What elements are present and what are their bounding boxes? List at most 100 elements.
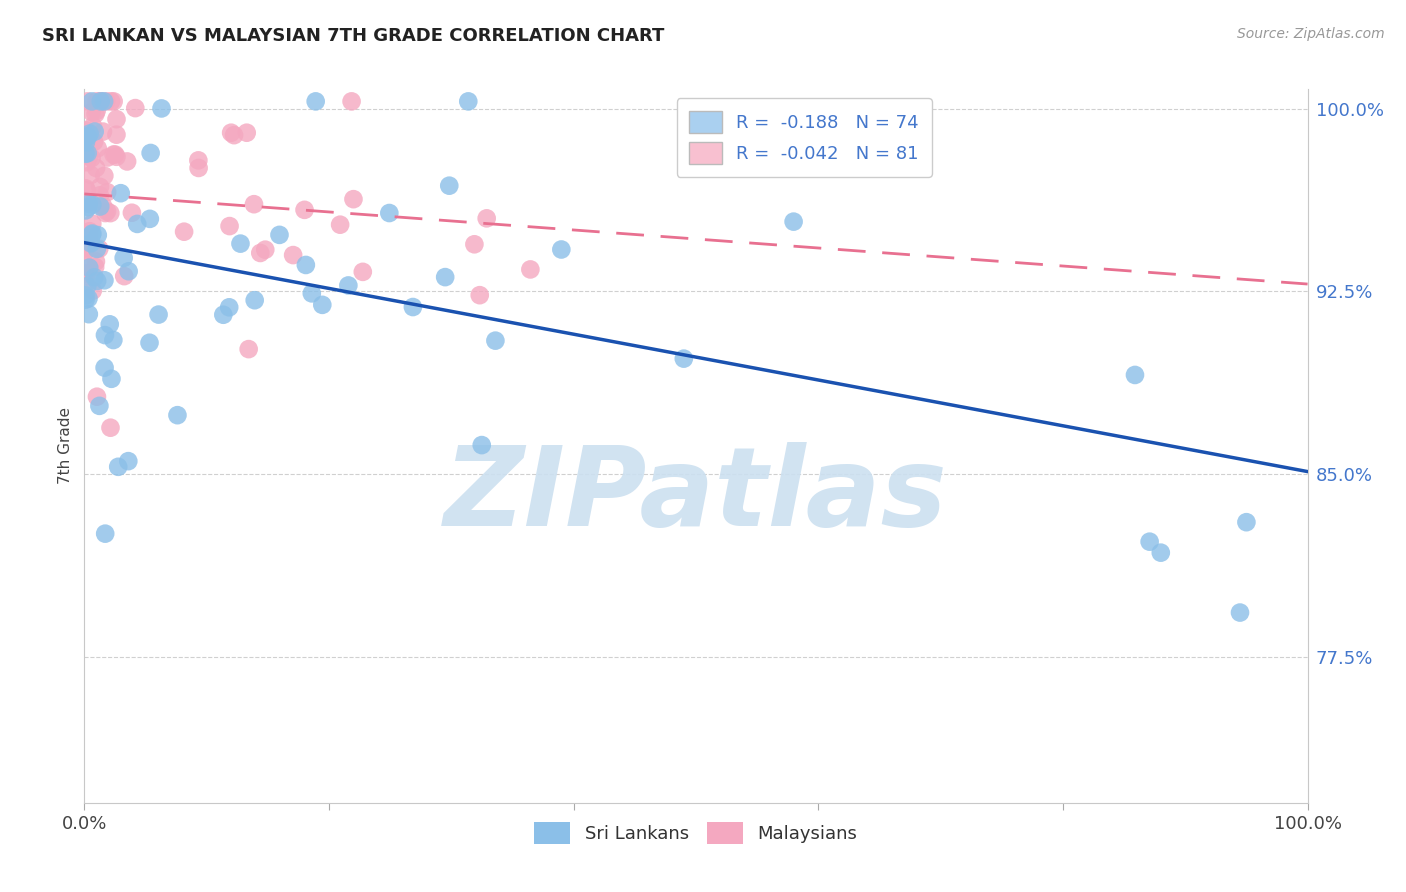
Point bbox=[83, 270, 105, 285]
Point bbox=[82, 217, 104, 231]
Legend: Sri Lankans, Malaysians: Sri Lankans, Malaysians bbox=[527, 814, 865, 851]
Point bbox=[107, 459, 129, 474]
Point bbox=[75, 244, 97, 258]
Point bbox=[218, 301, 240, 315]
Point bbox=[295, 258, 318, 272]
Point bbox=[89, 242, 111, 256]
Point bbox=[124, 101, 146, 115]
Y-axis label: 7th Grade: 7th Grade bbox=[58, 408, 73, 484]
Point bbox=[96, 204, 118, 219]
Point bbox=[294, 202, 316, 217]
Point bbox=[75, 266, 97, 280]
Point bbox=[75, 240, 97, 254]
Point bbox=[82, 119, 104, 133]
Point bbox=[80, 236, 103, 251]
Point bbox=[84, 254, 107, 268]
Point bbox=[77, 197, 100, 211]
Point bbox=[219, 126, 242, 140]
Point bbox=[89, 95, 111, 109]
Point bbox=[1123, 368, 1146, 382]
Point bbox=[115, 154, 138, 169]
Point bbox=[138, 335, 160, 350]
Point bbox=[103, 147, 125, 161]
Point bbox=[89, 180, 111, 194]
Point bbox=[235, 126, 257, 140]
Point bbox=[148, 308, 170, 322]
Point bbox=[93, 273, 115, 287]
Text: Source: ZipAtlas.com: Source: ZipAtlas.com bbox=[1237, 27, 1385, 41]
Point bbox=[94, 526, 117, 541]
Point bbox=[187, 153, 209, 168]
Point bbox=[76, 129, 98, 144]
Point bbox=[249, 246, 271, 260]
Point bbox=[187, 161, 209, 175]
Point bbox=[91, 199, 114, 213]
Point bbox=[782, 214, 804, 228]
Point bbox=[105, 112, 128, 127]
Point bbox=[139, 211, 162, 226]
Point bbox=[463, 237, 485, 252]
Point bbox=[76, 95, 98, 109]
Point bbox=[93, 169, 115, 183]
Point bbox=[1139, 534, 1161, 549]
Point bbox=[222, 128, 245, 143]
Point bbox=[75, 293, 97, 307]
Point bbox=[76, 146, 98, 161]
Point bbox=[104, 147, 127, 161]
Text: ZIPatlas: ZIPatlas bbox=[444, 442, 948, 549]
Point bbox=[79, 224, 101, 238]
Point bbox=[468, 288, 491, 302]
Point bbox=[103, 95, 125, 109]
Point bbox=[80, 95, 103, 109]
Point bbox=[75, 288, 97, 302]
Point bbox=[90, 95, 112, 109]
Point bbox=[402, 300, 425, 314]
Point bbox=[89, 199, 111, 213]
Point bbox=[86, 390, 108, 404]
Point bbox=[139, 145, 162, 160]
Point bbox=[103, 333, 125, 347]
Point bbox=[121, 206, 143, 220]
Point bbox=[77, 149, 100, 163]
Point bbox=[76, 183, 98, 197]
Point bbox=[378, 206, 401, 220]
Point bbox=[75, 241, 97, 255]
Point bbox=[80, 168, 103, 182]
Point bbox=[105, 150, 128, 164]
Point bbox=[112, 269, 135, 284]
Point bbox=[117, 454, 139, 468]
Point bbox=[79, 127, 101, 141]
Point bbox=[519, 262, 541, 277]
Point bbox=[84, 107, 107, 121]
Point bbox=[80, 105, 103, 120]
Point bbox=[86, 103, 108, 118]
Point bbox=[77, 307, 100, 321]
Point bbox=[457, 95, 479, 109]
Point bbox=[76, 235, 98, 250]
Point bbox=[89, 188, 111, 202]
Point bbox=[75, 269, 97, 284]
Point bbox=[1236, 515, 1258, 529]
Point bbox=[238, 342, 260, 356]
Point bbox=[83, 125, 105, 139]
Point bbox=[844, 139, 866, 153]
Point bbox=[86, 242, 108, 256]
Point bbox=[84, 260, 107, 274]
Point bbox=[117, 264, 139, 278]
Point bbox=[75, 203, 97, 218]
Point bbox=[80, 227, 103, 242]
Point bbox=[76, 279, 98, 293]
Point bbox=[94, 206, 117, 220]
Point bbox=[97, 151, 120, 165]
Point bbox=[87, 228, 110, 243]
Point bbox=[79, 228, 101, 243]
Point bbox=[112, 251, 135, 265]
Point bbox=[79, 195, 101, 210]
Point bbox=[86, 274, 108, 288]
Point bbox=[105, 128, 128, 142]
Point bbox=[311, 298, 333, 312]
Point bbox=[96, 95, 118, 109]
Point bbox=[86, 95, 108, 109]
Point bbox=[76, 155, 98, 169]
Point bbox=[352, 265, 374, 279]
